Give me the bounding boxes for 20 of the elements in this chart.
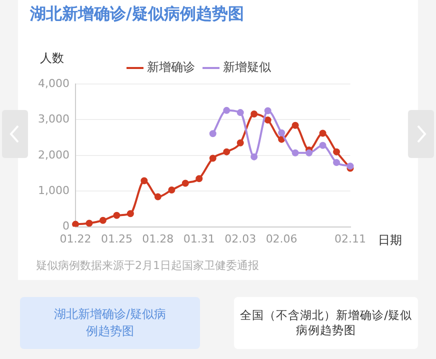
text: 全国（不含湖北）新增确诊/疑似病例趋势图 bbox=[234, 297, 418, 349]
y-tick-label: 3,000 bbox=[38, 112, 70, 126]
x-tick-label: 01.25 bbox=[100, 232, 132, 246]
legend-label: 新增确诊 bbox=[147, 60, 195, 74]
x-tick-label: 02.06 bbox=[266, 232, 298, 246]
x-tick-label: 01.28 bbox=[142, 232, 174, 246]
x-tick-label: 02.11 bbox=[334, 232, 366, 246]
x-tick-label: 01.22 bbox=[60, 232, 92, 246]
legend-label: 新增疑似 bbox=[223, 60, 271, 74]
text: 疑似病例数据来源于2月1日起国家卫健委通报 bbox=[36, 258, 259, 273]
x-axis-title: 日期 bbox=[378, 232, 402, 249]
x-tick-label: 02.03 bbox=[224, 232, 256, 246]
y-tick-label: 2,000 bbox=[38, 148, 70, 162]
chart-title: 湖北新增确诊/疑似病例趋势图 bbox=[30, 4, 244, 25]
y-tick-label: 1,000 bbox=[38, 184, 70, 197]
y-tick-label: 4,000 bbox=[38, 76, 70, 90]
y-axis-title: 人数 bbox=[40, 50, 64, 67]
y-tick-label: 0 bbox=[62, 220, 70, 233]
text: 湖北新增确诊/疑似病例趋势图 bbox=[20, 297, 200, 349]
x-tick-label: 01.31 bbox=[183, 232, 215, 246]
